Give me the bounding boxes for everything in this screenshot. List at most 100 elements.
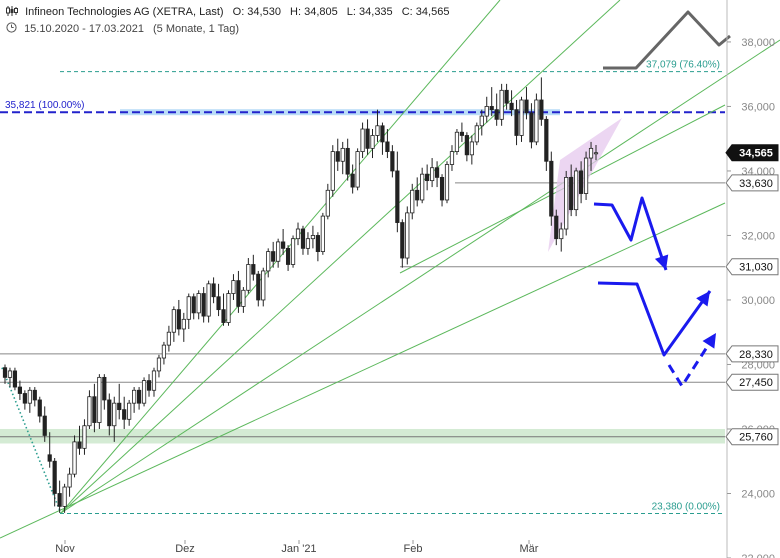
candle-body-up: [534, 99, 539, 143]
x-tick-label: Dez: [175, 543, 195, 555]
candle-body-down: [17, 386, 22, 394]
candle-body-down: [52, 460, 57, 494]
candle-body-down: [400, 222, 405, 259]
candle-body-down: [211, 283, 216, 298]
fib-label-0: 23,380 (0.00%): [652, 501, 720, 512]
forecast-arrow-2: [597, 281, 712, 357]
candle: [524, 87, 529, 120]
candle: [261, 267, 266, 307]
candle-body-up: [246, 264, 251, 291]
candle: [579, 161, 584, 204]
trend-line: [0, 202, 726, 539]
x-tick-label: Nov: [55, 543, 75, 555]
candle-body-up: [559, 228, 564, 240]
trend-line: [60, 0, 621, 514]
candle: [519, 96, 524, 142]
y-tick-label: 38,000: [741, 37, 775, 49]
candle-body-down: [439, 176, 445, 201]
candle-body-down: [57, 493, 62, 507]
candle-body-down: [365, 128, 370, 149]
price-tag-box: [725, 373, 779, 391]
candle-body-down: [32, 389, 37, 401]
candle: [17, 380, 22, 400]
price-tag-label: 33,630: [739, 178, 773, 190]
candle: [201, 287, 206, 323]
candle-body-down: [201, 293, 206, 317]
candle: [256, 270, 261, 307]
candle: [355, 148, 360, 191]
trend-line: [60, 39, 780, 514]
candle: [489, 87, 494, 117]
candle-body-up: [151, 370, 157, 391]
candle-body-down: [569, 176, 574, 211]
candle-body-down: [281, 241, 286, 249]
candle: [405, 206, 410, 265]
ohlc-close: C: 34,565: [401, 6, 450, 18]
candle-body-down: [102, 376, 107, 401]
candle-body-down: [256, 273, 261, 301]
candle: [330, 145, 335, 197]
candle: [27, 387, 32, 413]
candle-body-down: [300, 228, 306, 249]
candle: [534, 93, 539, 146]
candle-body-down: [434, 167, 440, 178]
candle: [360, 122, 365, 159]
candle: [211, 277, 216, 304]
candle-body-up: [574, 170, 579, 211]
candle-body-down: [191, 296, 196, 314]
candle-body-up: [186, 296, 191, 320]
candle-body-down: [459, 131, 465, 136]
price-tag: 33,630: [725, 174, 779, 192]
candle: [588, 141, 594, 171]
candle: [161, 341, 167, 365]
price-tag-box: [725, 174, 779, 192]
candle: [459, 122, 465, 142]
candle: [564, 170, 569, 236]
candle-body-down: [350, 173, 355, 188]
candle-body-up: [593, 152, 599, 155]
candle: [474, 122, 479, 146]
candle: [499, 83, 504, 126]
candle-body-down: [236, 280, 241, 307]
forecast-arrow-3-path: [667, 332, 718, 388]
chart-title: Infineon Technologies AG (XETRA, Last): [25, 6, 224, 18]
candle: [305, 232, 311, 255]
forecast-arrow-1-head: [654, 254, 669, 270]
candle-body-down: [335, 151, 340, 162]
price-tag-box: [725, 258, 779, 276]
candle: [315, 232, 320, 262]
candle: [593, 144, 599, 161]
candle-body-down: [146, 380, 152, 391]
candle-body-up: [355, 151, 360, 188]
candle-body-down: [12, 370, 18, 388]
candle: [529, 103, 534, 149]
candle-body-down: [395, 170, 400, 223]
y-tick-label: 24,000: [741, 488, 775, 500]
candle: [276, 238, 281, 268]
candle-body-down: [425, 173, 430, 182]
candle: [340, 141, 345, 175]
price-tag-label: 27,450: [739, 377, 773, 389]
candle: [415, 177, 420, 207]
candle: [87, 390, 92, 429]
candle: [82, 419, 87, 455]
price-tag-label: 34,565: [739, 148, 773, 160]
candle-body-down: [2, 367, 8, 378]
candle: [196, 290, 201, 320]
candle-body-up: [156, 357, 162, 372]
candle-body-down: [176, 309, 181, 330]
fib-label-100: 35,821 (100.00%): [5, 100, 85, 111]
candle-body-up: [588, 147, 594, 159]
candle-body-up: [62, 486, 67, 507]
candle-body-up: [370, 135, 375, 149]
candle: [574, 167, 579, 217]
price-tag-label: 31,030: [739, 262, 773, 274]
candle: [146, 374, 152, 397]
candle-body-down: [42, 415, 47, 436]
candle-body-down: [122, 409, 127, 420]
candle: [132, 387, 137, 413]
candlestick-icon: [6, 6, 18, 16]
price-tag: 27,450: [725, 373, 779, 391]
candle-body-up: [141, 380, 147, 404]
candle: [141, 377, 147, 407]
